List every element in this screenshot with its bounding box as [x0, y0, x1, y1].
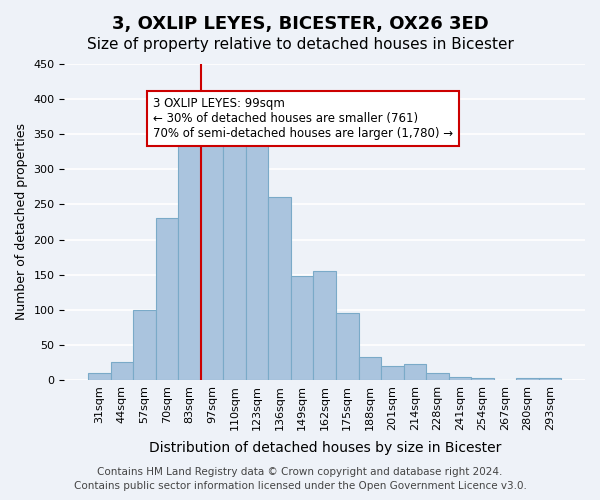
Text: Contains HM Land Registry data © Crown copyright and database right 2024.
Contai: Contains HM Land Registry data © Crown c…	[74, 467, 526, 491]
Bar	[313, 271, 336, 380]
Bar	[133, 310, 155, 380]
Text: 3 OXLIP LEYES: 99sqm
← 30% of detached houses are smaller (761)
70% of semi-deta: 3 OXLIP LEYES: 99sqm ← 30% of detached h…	[153, 97, 453, 140]
Bar	[404, 364, 426, 380]
Bar	[268, 198, 291, 380]
Text: 3, OXLIP LEYES, BICESTER, OX26 3ED: 3, OXLIP LEYES, BICESTER, OX26 3ED	[112, 15, 488, 33]
Bar	[223, 116, 246, 380]
Bar	[201, 116, 223, 380]
Bar	[449, 377, 471, 380]
Y-axis label: Number of detached properties: Number of detached properties	[15, 124, 28, 320]
Bar	[110, 362, 133, 380]
Bar	[359, 358, 381, 380]
Bar	[336, 313, 359, 380]
Bar	[426, 373, 449, 380]
Bar	[155, 218, 178, 380]
Bar	[516, 378, 539, 380]
Bar	[471, 378, 494, 380]
Bar	[178, 124, 201, 380]
Bar	[88, 373, 110, 380]
Bar	[246, 128, 268, 380]
X-axis label: Distribution of detached houses by size in Bicester: Distribution of detached houses by size …	[149, 441, 501, 455]
Bar	[381, 366, 404, 380]
Bar	[291, 276, 313, 380]
Text: Size of property relative to detached houses in Bicester: Size of property relative to detached ho…	[86, 38, 514, 52]
Bar	[539, 378, 562, 380]
